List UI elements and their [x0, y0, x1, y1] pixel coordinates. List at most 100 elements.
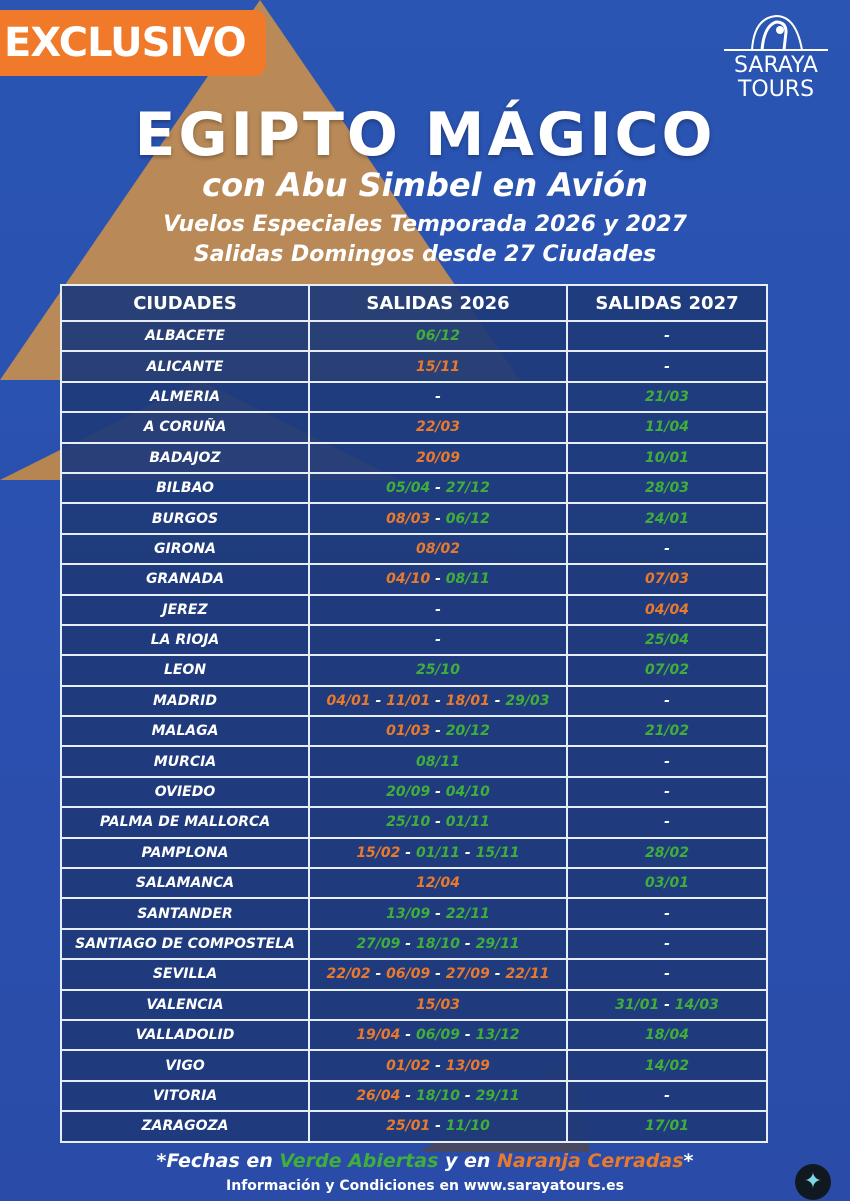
empty-dash: - — [664, 1087, 670, 1104]
legend-closed-orange: Naranja Cerradas — [497, 1150, 684, 1172]
departures-2026-cell: 01/03 - 20/12 — [308, 715, 568, 748]
date-open: 06/09 — [415, 1027, 461, 1044]
departures-2027-cell: - — [566, 958, 768, 991]
departures-2027-cell: - — [566, 897, 768, 930]
departures-2027-cell: 10/01 — [566, 441, 768, 474]
date-separator: - — [430, 1057, 446, 1074]
city-cell: LA RIOJA — [60, 623, 310, 657]
departures-2027-cell: - — [566, 532, 768, 566]
departures-2026-cell: 12/04 — [308, 867, 568, 900]
date-separator: - — [489, 966, 506, 983]
empty-dash: - — [664, 936, 670, 952]
date-open: 13/09 — [386, 905, 431, 922]
date-closed: 27/09 — [445, 966, 490, 983]
departures-2027-cell: - — [566, 350, 768, 383]
date-closed: 13/09 — [445, 1057, 490, 1074]
table-row: ALMERIA - 21/03 — [60, 380, 768, 414]
date-separator: - — [430, 784, 446, 801]
table-row: GIRONA 08/02 - — [60, 532, 768, 566]
city-cell: BILBAO — [60, 471, 310, 505]
city-cell: MURCIA — [60, 745, 310, 778]
departures-2027-cell: 03/01 — [566, 867, 768, 900]
date-open: 21/03 — [644, 388, 690, 405]
subtitle: con Abu Simbel en Avión — [202, 166, 648, 204]
table-row: PALMA DE MALLORCA 25/10 - 01/11- — [60, 806, 768, 839]
date-closed: 15/11 — [415, 358, 461, 375]
date-closed: 20/09 — [415, 449, 461, 466]
departures-2026-cell: 22/02 - 06/09 - 27/09 - 22/11 — [308, 958, 568, 991]
date-open: 03/01 — [644, 875, 690, 892]
table-row: MALAGA 01/03 - 20/12 21/02 — [60, 715, 768, 748]
departures-2026-cell: 04/10 - 08/11 — [308, 563, 568, 596]
city-cell: SANTIAGO DE COMPOSTELA — [60, 927, 310, 961]
empty-dash: - — [664, 692, 670, 709]
date-open: 14/02 — [644, 1057, 690, 1074]
date-closed: 22/03 — [415, 419, 461, 436]
date-separator: - — [430, 966, 446, 983]
date-separator: - — [489, 692, 506, 709]
date-open: 06/12 — [415, 328, 461, 345]
table-row: PAMPLONA 15/02 - 01/11 - 15/11 28/02 — [60, 836, 768, 870]
departures-2026-cell: 27/09 - 18/10 - 29/11 — [308, 927, 568, 961]
departures-2027-cell: 24/01 — [566, 502, 768, 535]
city-cell: GIRONA — [60, 532, 310, 566]
city-cell: MALAGA — [60, 715, 310, 748]
city-cell: JEREZ — [60, 593, 310, 626]
date-separator: - — [460, 936, 476, 952]
info-link[interactable]: Información y Condiciones en www.sarayat… — [226, 1178, 624, 1194]
date-open: 11/10 — [445, 1118, 490, 1135]
empty-dash: - — [664, 540, 670, 557]
departures-2026-cell: - — [308, 593, 568, 626]
date-open: 29/03 — [505, 692, 550, 709]
departures-2026-cell: 04/01 - 11/01 - 18/01 - 29/03 — [308, 684, 568, 718]
departures-2026-cell: 25/01 - 11/10 — [308, 1110, 568, 1143]
departures-2026-cell: 05/04 - 27/12 — [308, 471, 568, 505]
city-cell: ALBACETE — [60, 319, 310, 353]
departures-table: CIUDADES SALIDAS 2026 SALIDAS 2027 ALBAC… — [60, 284, 768, 1143]
header-cities: CIUDADES — [60, 284, 310, 322]
city-cell: MADRID — [60, 684, 310, 718]
departures-2027-cell: 25/04 — [566, 623, 768, 657]
departures-2026-cell: 20/09 — [308, 441, 568, 474]
table-row: BILBAO 05/04 - 27/12 28/03 — [60, 471, 768, 505]
departures-2027-cell: - — [566, 775, 768, 809]
date-open: 25/10 — [415, 662, 461, 679]
legend-open-green: Verde Abiertas — [279, 1150, 439, 1172]
table-row: VALLADOLID 19/04 - 06/09 - 13/12 18/04 — [60, 1018, 768, 1052]
departures-2027-cell: - — [566, 684, 768, 718]
table-row: MADRID 04/01 - 11/01 - 18/01 - 29/03- — [60, 684, 768, 718]
table-row: VALENCIA 15/03 31/01 - 14/03 — [60, 988, 768, 1021]
date-closed: 08/02 — [415, 540, 461, 557]
saraya-tours-logo[interactable]: SARAYA TOURS — [724, 10, 828, 102]
date-open: 27/12 — [445, 480, 490, 497]
date-open: 14/03 — [674, 996, 719, 1013]
departures-2027-cell: - — [566, 1079, 768, 1113]
legend-text: *Fechas en — [156, 1150, 280, 1172]
departures-2027-cell: 18/04 — [566, 1018, 768, 1052]
table-row: SEVILLA 22/02 - 06/09 - 27/09 - 22/11- — [60, 958, 768, 991]
tagline-departures: Salidas Domingos desde 27 Ciudades — [193, 242, 657, 267]
date-separator: - — [430, 510, 446, 527]
legend-text: y en — [438, 1150, 498, 1172]
departures-2027-cell: 28/02 — [566, 836, 768, 870]
city-cell: VIGO — [60, 1049, 310, 1082]
departures-2026-cell: 26/04 - 18/10 - 29/11 — [308, 1079, 568, 1113]
date-closed: 18/01 — [445, 692, 490, 709]
departures-2027-cell: 31/01 - 14/03 — [566, 988, 768, 1021]
city-cell: VITORIA — [60, 1079, 310, 1113]
departures-2026-cell: 13/09 - 22/11 — [308, 897, 568, 930]
table-row: MURCIA 08/11 - — [60, 745, 768, 778]
departures-2026-cell: 08/03 - 06/12 — [308, 502, 568, 535]
date-open: 15/11 — [475, 844, 520, 861]
date-open: 08/11 — [415, 753, 461, 770]
date-open: 21/02 — [644, 723, 690, 740]
tagline-flights: Vuelos Especiales Temporada 2026 y 2027 — [163, 212, 687, 237]
city-cell: ZARAGOZA — [60, 1110, 310, 1143]
departures-2027-cell: 04/04 — [566, 593, 768, 626]
departures-2027-cell: 07/03 — [566, 563, 768, 596]
departures-2026-cell: 08/11 — [308, 745, 568, 778]
departures-2027-cell: 07/02 — [566, 654, 768, 687]
empty-dash: - — [435, 388, 441, 405]
date-open: 18/04 — [644, 1027, 690, 1044]
